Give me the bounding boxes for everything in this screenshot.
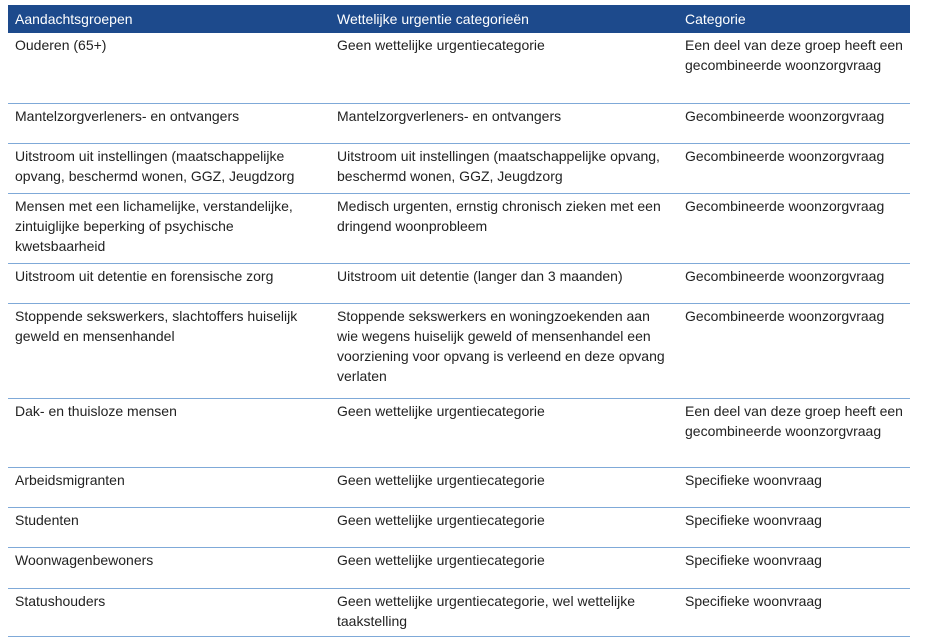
table-cell: Geen wettelijke urgentiecategorie xyxy=(330,467,678,508)
table-row: Uitstroom uit instellingen (maatschappel… xyxy=(8,143,910,194)
table-cell: Uitstroom uit detentie (langer dan 3 maa… xyxy=(330,263,678,304)
header-row: Aandachtsgroepen Wettelijke urgentie cate… xyxy=(8,5,910,33)
table-cell: Gecombineerde woonzorgvraag xyxy=(678,103,910,144)
table-cell: Geen wettelijke urgentiecategorie xyxy=(330,33,678,104)
table-cell: Dak- en thuisloze mensen xyxy=(8,398,330,468)
table-cell: Geen wettelijke urgentiecategorie, wel w… xyxy=(330,588,678,637)
table-cell: Medisch urgenten, ernstig chronisch ziek… xyxy=(330,193,678,264)
table-row: Mantelzorgverleners- en ontvangers Mantel… xyxy=(8,103,910,144)
header-cell: Aandachtsgroepen xyxy=(8,5,330,33)
table-cell: Geen wettelijke urgentiecategorie xyxy=(330,547,678,589)
table-cell: Mantelzorgverleners- en ontvangers xyxy=(8,103,330,144)
table-cell: Uitstroom uit instellingen (maatschappel… xyxy=(8,143,330,194)
table-cell: Een deel van deze groep heeft een gecomb… xyxy=(678,398,910,468)
table-row: Uitstroom uit detentie en forensische zo… xyxy=(8,263,910,304)
table-row: Arbeidsmigranten Geen wettelijke urgentie… xyxy=(8,467,910,508)
table-cell: Mantelzorgverleners- en ontvangers xyxy=(330,103,678,144)
table: Aandachtsgroepen Wettelijke urgentie cate… xyxy=(8,5,910,637)
table-cell: Statushouders xyxy=(8,588,330,637)
header-cell: Categorie xyxy=(678,5,910,33)
table-cell: Een deel van deze groep heeft een gecomb… xyxy=(678,33,910,104)
table-cell: Geen wettelijke urgentiecategorie xyxy=(330,398,678,468)
table-cell: Uitstroom uit detentie en forensische zo… xyxy=(8,263,330,304)
table-cell: Woonwagenbewoners xyxy=(8,547,330,589)
table-cell: Specifieke woonvraag xyxy=(678,588,910,637)
table-cell: Gecombineerde woonzorgvraag xyxy=(678,143,910,194)
table-cell: Gecombineerde woonzorgvraag xyxy=(678,193,910,264)
table-cell: Geen wettelijke urgentiecategorie xyxy=(330,507,678,548)
table-row: Studenten Geen wettelijke urgentiecategor… xyxy=(8,507,910,548)
table-row: Statushouders Geen wettelijke urgentiecat… xyxy=(8,588,910,637)
table-cell: Stoppende sekswerkers, slachtoffers huis… xyxy=(8,303,330,399)
table-row: Stoppende sekswerkers, slachtoffers huis… xyxy=(8,303,910,399)
table-cell: Studenten xyxy=(8,507,330,548)
table-row: Woonwagenbewoners Geen wettelijke urgenti… xyxy=(8,547,910,589)
table-cell: Stoppende sekswerkers en woningzoekenden… xyxy=(330,303,678,399)
table-cell: Ouderen (65+) xyxy=(8,33,330,104)
table-cell: Arbeidsmigranten xyxy=(8,467,330,508)
table-row: Dak- en thuisloze mensen Geen wettelijke … xyxy=(8,398,910,468)
table-cell: Specifieke woonvraag xyxy=(678,547,910,589)
table-cell: Specifieke woonvraag xyxy=(678,467,910,508)
table-cell: Uitstroom uit instellingen (maatschappel… xyxy=(330,143,678,194)
table-cell: Specifieke woonvraag xyxy=(678,507,910,548)
table-cell: Mensen met een lichamelijke, verstandeli… xyxy=(8,193,330,264)
table-cell: Gecombineerde woonzorgvraag xyxy=(678,303,910,399)
table-row: Mensen met een lichamelijke, verstandeli… xyxy=(8,193,910,264)
table-cell: Gecombineerde woonzorgvraag xyxy=(678,263,910,304)
table-row: Ouderen (65+) Geen wettelijke urgentiecat… xyxy=(8,33,910,104)
header-cell: Wettelijke urgentie categorieën xyxy=(330,5,678,33)
